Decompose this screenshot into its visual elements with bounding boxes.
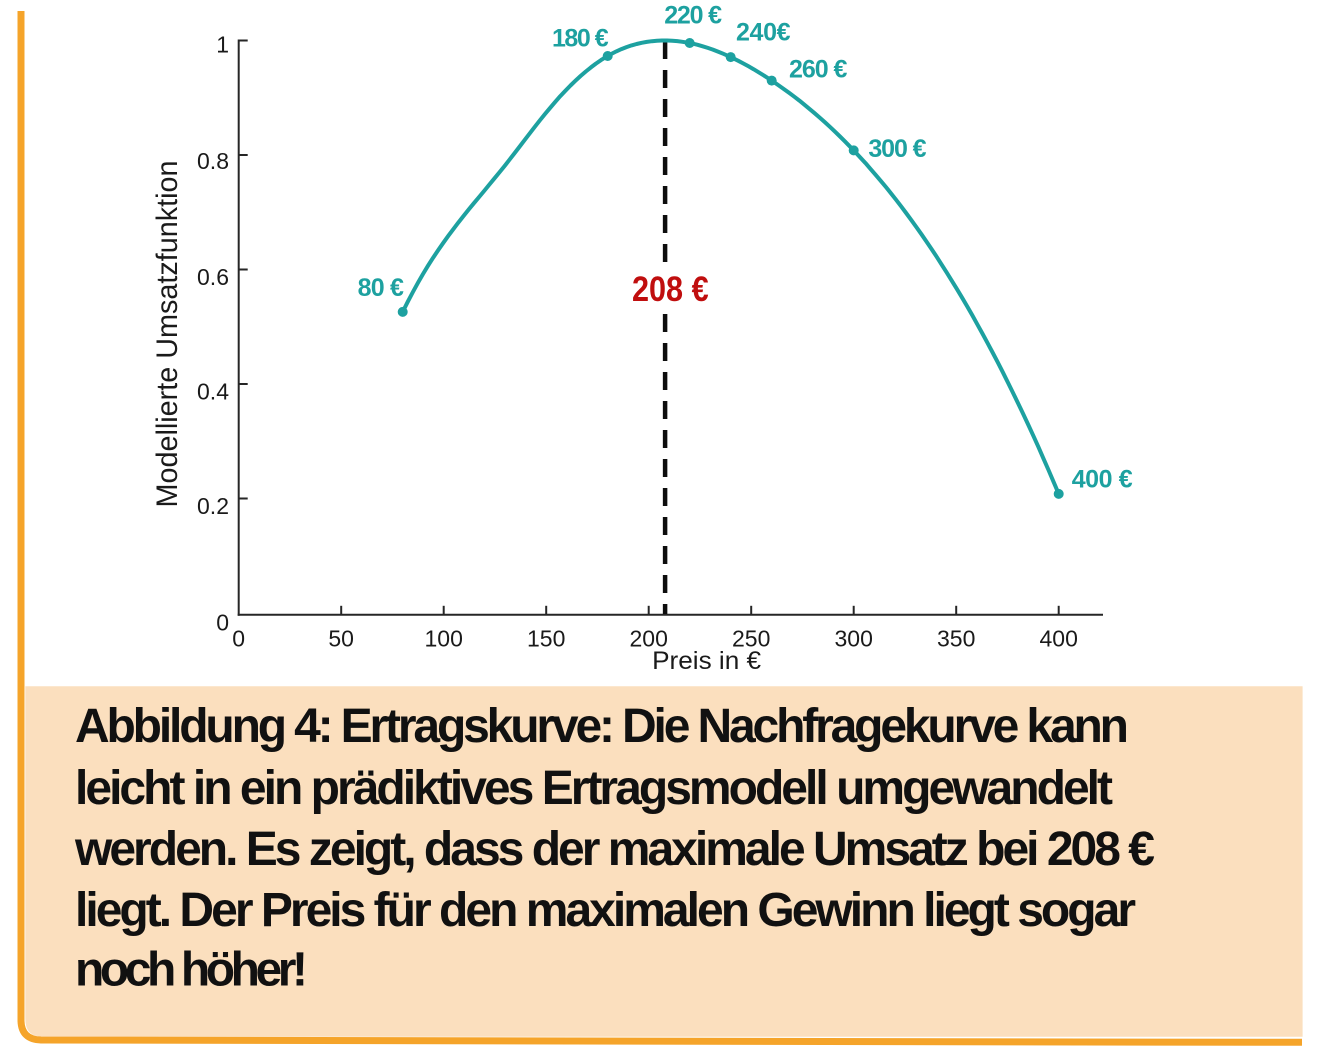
svg-text:liegt. Der Preis für den maxim: liegt. Der Preis für den maximalen Gewin… bbox=[75, 884, 1136, 937]
svg-text:0: 0 bbox=[216, 609, 229, 635]
svg-text:1: 1 bbox=[216, 31, 229, 57]
svg-text:100: 100 bbox=[425, 626, 463, 652]
svg-text:400: 400 bbox=[1040, 626, 1078, 652]
svg-text:200: 200 bbox=[630, 626, 668, 652]
svg-text:220 €: 220 € bbox=[664, 2, 722, 30]
svg-text:Preis in €: Preis in € bbox=[652, 647, 761, 675]
svg-text:0.2: 0.2 bbox=[197, 493, 229, 519]
svg-text:350: 350 bbox=[937, 626, 975, 652]
svg-text:50: 50 bbox=[328, 626, 354, 652]
svg-text:260 €: 260 € bbox=[789, 56, 847, 84]
svg-text:150: 150 bbox=[527, 626, 565, 652]
svg-text:240€: 240€ bbox=[736, 19, 791, 47]
svg-text:250: 250 bbox=[732, 626, 770, 652]
svg-text:werden. Es zeigt, dass der max: werden. Es zeigt, dass der maximale Umsa… bbox=[74, 823, 1155, 876]
svg-text:noch höher!: noch höher! bbox=[75, 944, 308, 997]
svg-text:80 €: 80 € bbox=[358, 274, 404, 302]
svg-text:300 €: 300 € bbox=[868, 135, 926, 163]
svg-text:180 €: 180 € bbox=[552, 25, 609, 53]
svg-text:208 €: 208 € bbox=[632, 270, 709, 309]
svg-text:400 €: 400 € bbox=[1072, 466, 1133, 494]
svg-text:Modellierte Umsatzfunktion: Modellierte Umsatzfunktion bbox=[151, 161, 184, 508]
svg-text:Abbildung 4: Ertragskurve: Die: Abbildung 4: Ertragskurve: Die Nachfrage… bbox=[75, 700, 1129, 753]
svg-text:0.4: 0.4 bbox=[197, 378, 229, 404]
svg-text:0.6: 0.6 bbox=[197, 264, 229, 290]
svg-text:0: 0 bbox=[232, 626, 245, 652]
svg-text:leicht in ein prädiktives Ertr: leicht in ein prädiktives Ertragsmodell … bbox=[75, 762, 1113, 815]
svg-text:300: 300 bbox=[835, 626, 873, 652]
svg-text:0.8: 0.8 bbox=[197, 148, 229, 174]
